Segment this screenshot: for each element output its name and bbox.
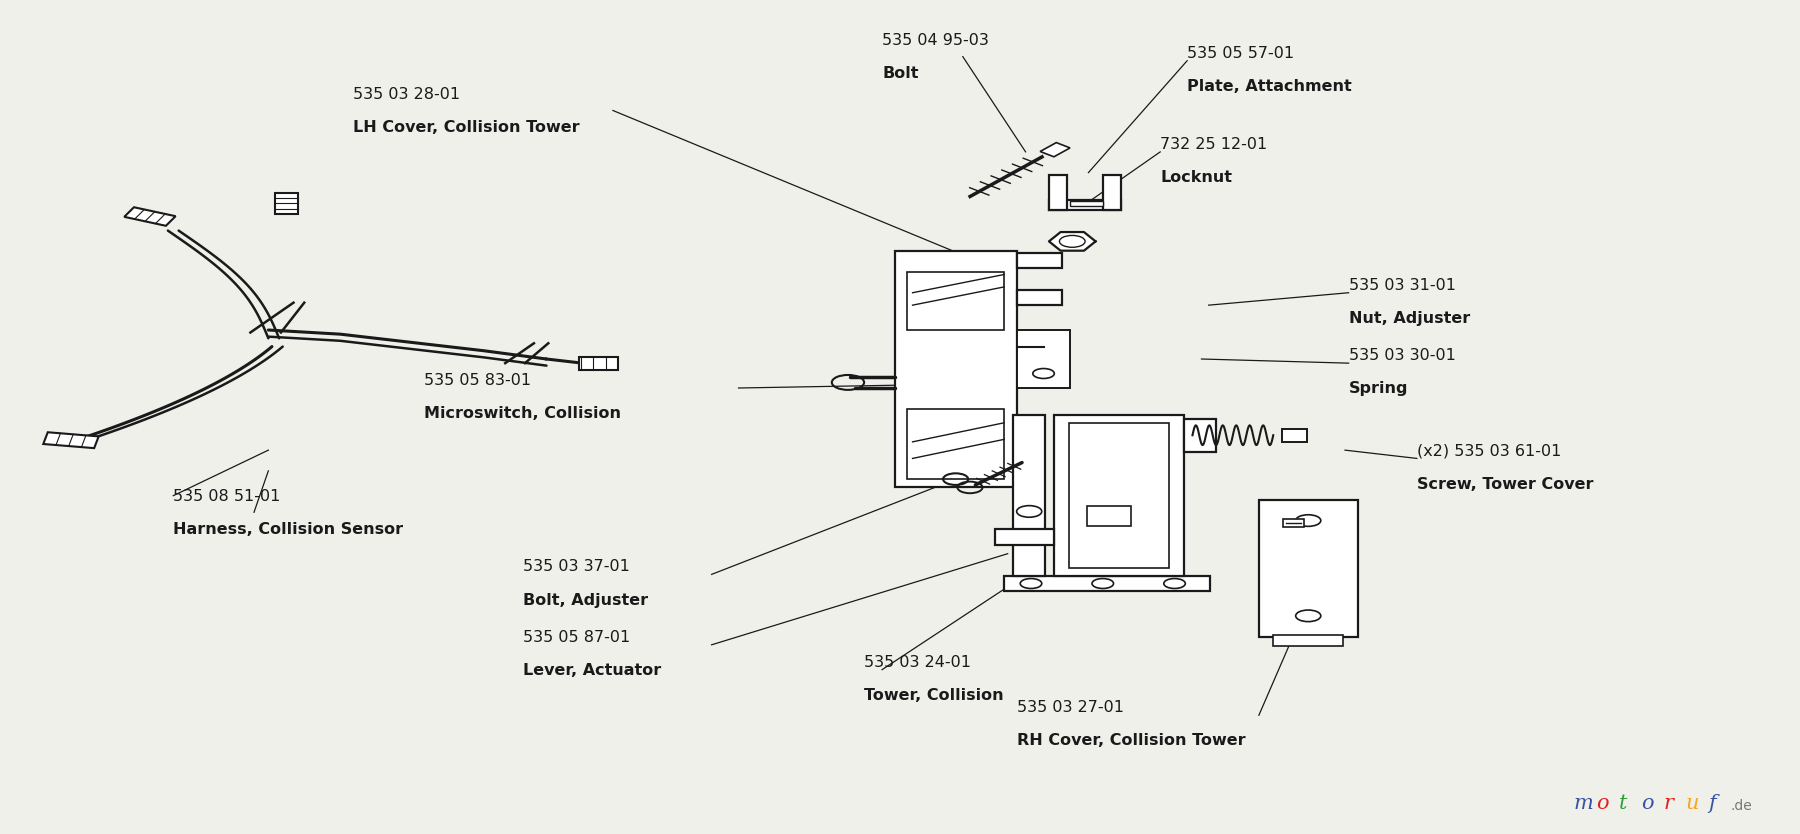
Text: Lever, Actuator: Lever, Actuator — [524, 663, 661, 678]
Bar — [1049, 200, 1121, 210]
Text: t: t — [1618, 794, 1627, 813]
Text: 535 03 30-01: 535 03 30-01 — [1348, 348, 1456, 363]
Bar — [1184, 419, 1215, 452]
Text: 732 25 12-01: 732 25 12-01 — [1161, 137, 1267, 152]
Bar — [1017, 253, 1062, 268]
Bar — [895, 251, 1017, 487]
Text: .de: .de — [1732, 799, 1753, 813]
Bar — [1004, 576, 1210, 591]
Text: Spring: Spring — [1348, 381, 1408, 396]
Bar — [907, 272, 1004, 330]
Text: f: f — [1708, 794, 1715, 813]
Text: u: u — [1687, 794, 1699, 813]
Text: (x2) 535 03 61-01: (x2) 535 03 61-01 — [1417, 444, 1561, 459]
Bar — [1040, 143, 1069, 157]
Bar — [1071, 201, 1103, 206]
Polygon shape — [275, 193, 297, 214]
Text: Nut, Adjuster: Nut, Adjuster — [1348, 311, 1471, 326]
Bar — [1049, 175, 1067, 210]
Text: LH Cover, Collision Tower: LH Cover, Collision Tower — [353, 120, 580, 135]
Bar — [1055, 414, 1184, 576]
Text: m: m — [1573, 794, 1593, 813]
Bar — [1017, 330, 1071, 388]
Bar — [1258, 500, 1357, 636]
Text: Bolt: Bolt — [882, 67, 918, 82]
Bar — [1017, 290, 1062, 305]
Text: 535 03 24-01: 535 03 24-01 — [864, 655, 972, 670]
Bar — [1282, 429, 1307, 442]
Text: Bolt, Adjuster: Bolt, Adjuster — [524, 592, 648, 607]
Text: 535 03 37-01: 535 03 37-01 — [524, 560, 630, 575]
Text: 535 05 57-01: 535 05 57-01 — [1188, 46, 1294, 61]
Polygon shape — [124, 207, 176, 226]
Bar — [580, 356, 617, 369]
Text: 535 04 95-03: 535 04 95-03 — [882, 33, 988, 48]
Text: Locknut: Locknut — [1161, 170, 1233, 185]
Text: Microswitch, Collision: Microswitch, Collision — [425, 406, 621, 421]
Text: 535 03 31-01: 535 03 31-01 — [1348, 278, 1456, 293]
Text: Plate, Attachment: Plate, Attachment — [1188, 79, 1352, 94]
Text: 535 05 83-01: 535 05 83-01 — [425, 373, 531, 388]
Bar — [1283, 519, 1305, 527]
Text: o: o — [1597, 794, 1609, 813]
Bar — [907, 409, 1004, 480]
Text: 535 03 27-01: 535 03 27-01 — [1017, 701, 1123, 716]
Bar — [1103, 175, 1121, 210]
Text: Tower, Collision: Tower, Collision — [864, 688, 1004, 703]
Bar — [1273, 635, 1343, 646]
Text: r: r — [1663, 794, 1674, 813]
Text: 535 05 87-01: 535 05 87-01 — [524, 630, 630, 645]
Text: o: o — [1642, 794, 1654, 813]
Polygon shape — [995, 529, 1055, 545]
Polygon shape — [43, 432, 99, 448]
Polygon shape — [1049, 232, 1096, 251]
Bar — [1069, 423, 1170, 568]
Text: 535 08 51-01: 535 08 51-01 — [173, 489, 281, 504]
Text: Harness, Collision Sensor: Harness, Collision Sensor — [173, 522, 403, 537]
Text: 535 03 28-01: 535 03 28-01 — [353, 88, 459, 103]
Text: RH Cover, Collision Tower: RH Cover, Collision Tower — [1017, 733, 1246, 748]
Bar — [1087, 505, 1132, 526]
Bar — [1013, 414, 1046, 576]
Text: Screw, Tower Cover: Screw, Tower Cover — [1417, 476, 1593, 491]
